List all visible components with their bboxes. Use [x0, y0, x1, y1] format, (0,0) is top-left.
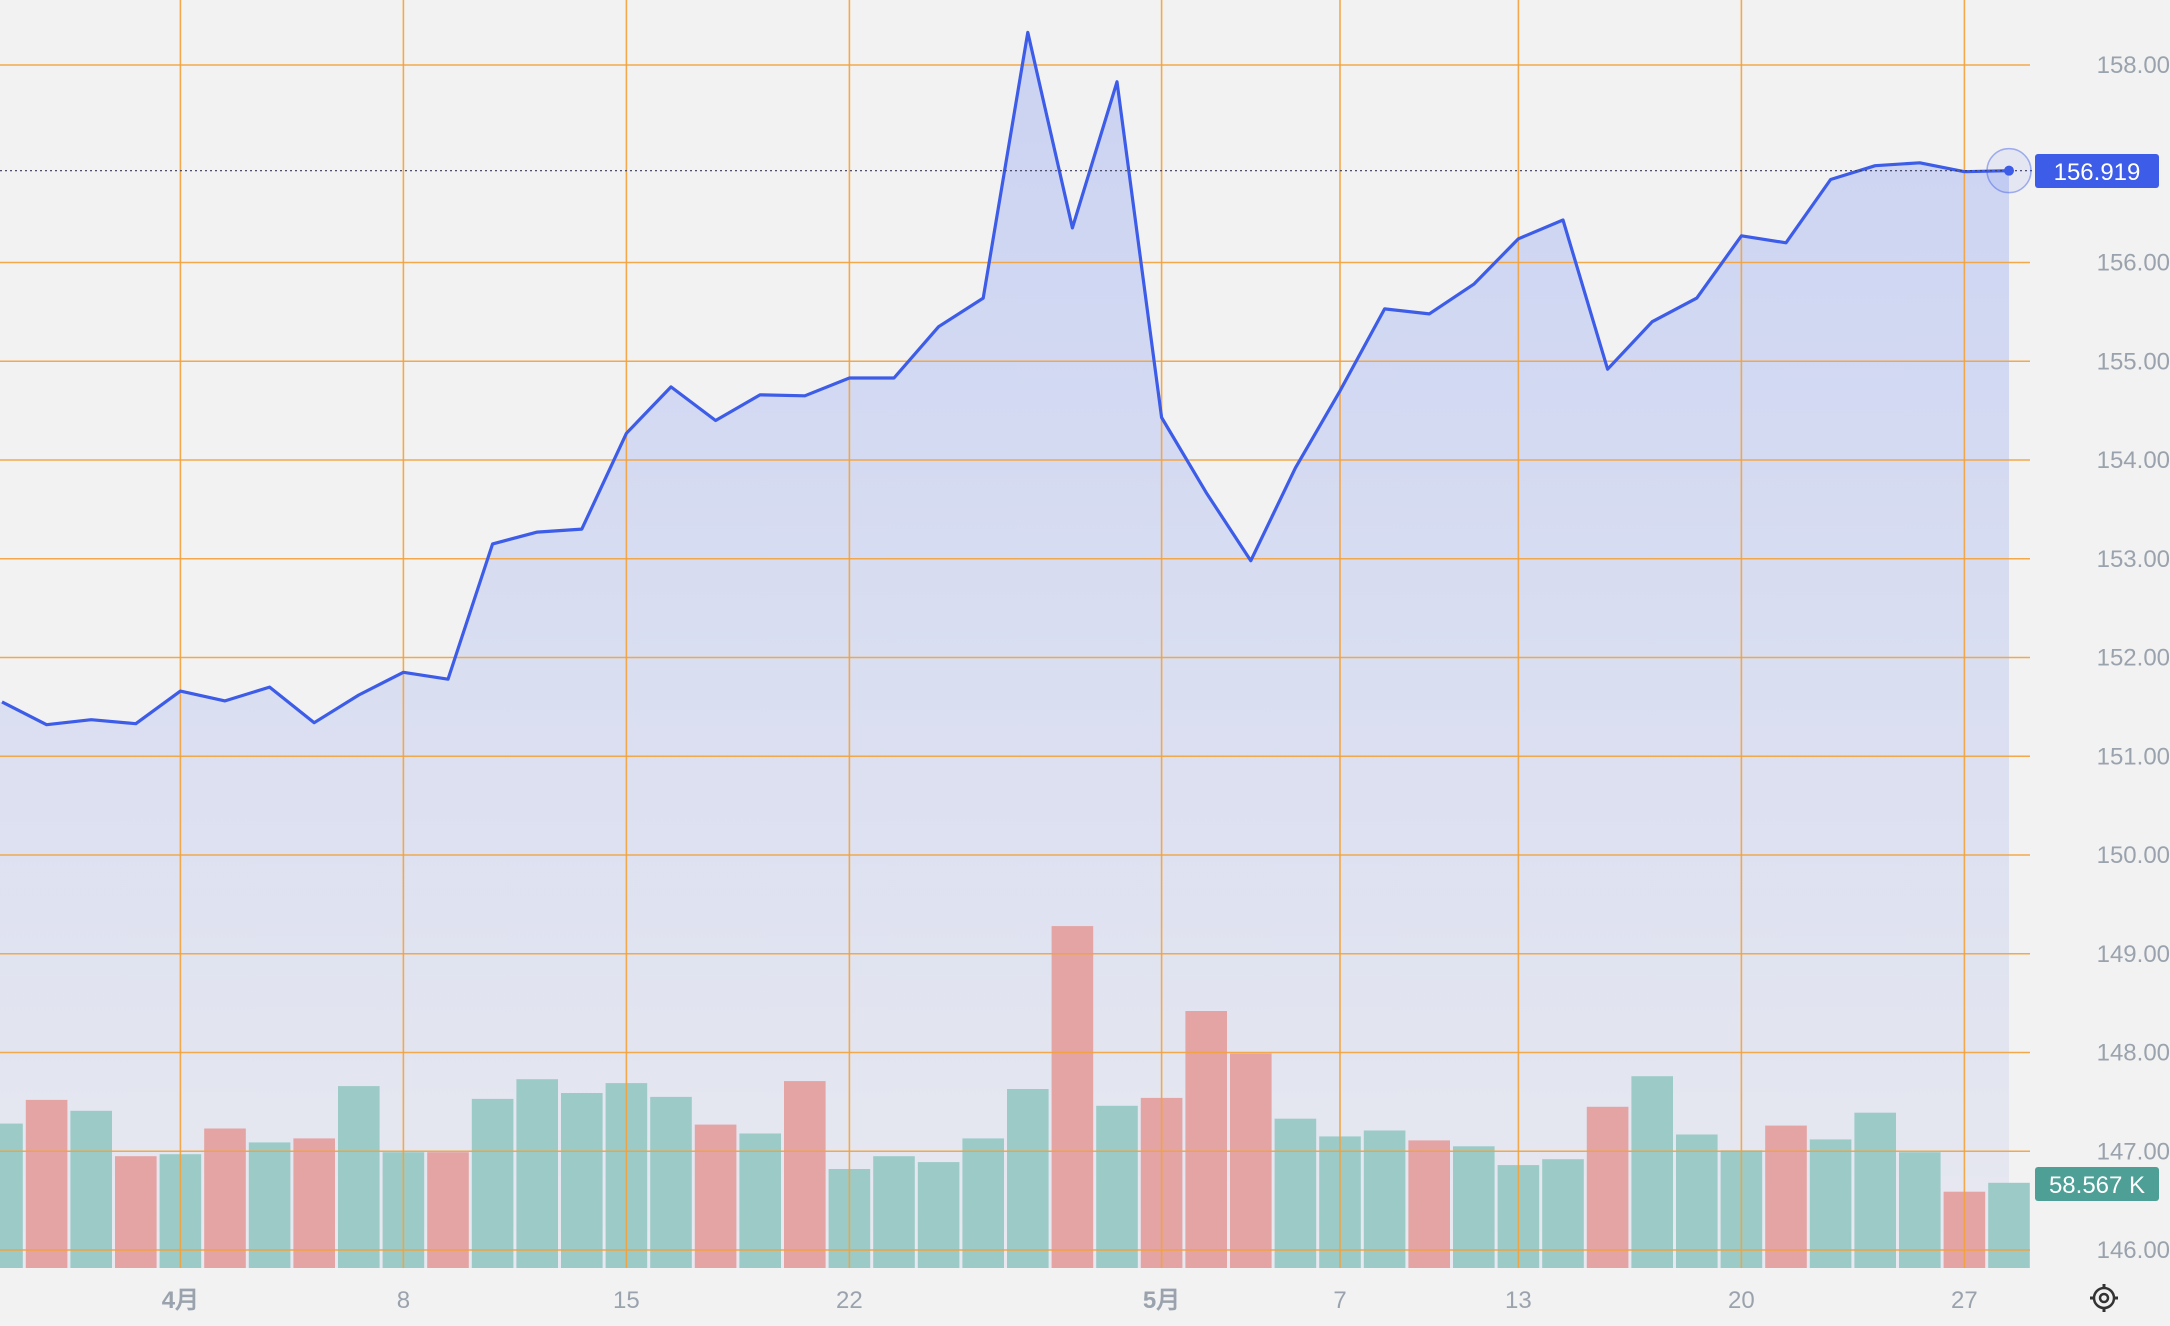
volume-bar: [1542, 1159, 1584, 1268]
volume-bar: [1230, 1053, 1272, 1268]
volume-bar: [917, 1162, 960, 1268]
volume-bar: [873, 1156, 915, 1268]
volume-bar: [1899, 1152, 1941, 1268]
time-tick-label: 15: [613, 1287, 640, 1314]
volume-bar: [1453, 1146, 1495, 1268]
time-axis: 4月 8 15 22 5月 7 13 20 27: [162, 1287, 1978, 1314]
time-tick-label: 27: [1951, 1287, 1978, 1314]
price-tick-label: 149.000: [2097, 941, 2170, 968]
volume-bar: [739, 1133, 781, 1268]
volume-bar: [561, 1093, 603, 1268]
volume-bar: [1363, 1130, 1406, 1268]
last-point-marker: [2004, 165, 2014, 176]
volume-bar: [338, 1086, 380, 1268]
volume-bar: [70, 1110, 112, 1268]
volume-bar: [1765, 1125, 1807, 1268]
volume-bar: [1051, 926, 1094, 1268]
volume-bar: [1631, 1076, 1673, 1268]
volume-bar: [516, 1079, 558, 1268]
price-tick-label: 156.000: [2097, 250, 2170, 277]
volume-bar: [1408, 1140, 1450, 1268]
volume-bar: [1096, 1105, 1138, 1268]
volume-badge-bg: [2035, 1167, 2159, 1201]
price-tick-label: 158.000: [2097, 52, 2170, 79]
time-tick-label: 22: [836, 1287, 863, 1314]
time-tick-label: 8: [397, 1287, 410, 1314]
volume-bar: [784, 1081, 826, 1268]
volume-bar: [1185, 1011, 1227, 1268]
volume-bar: [1988, 1182, 2030, 1268]
price-tick-label: 147.000: [2097, 1138, 2170, 1165]
last-volume-label: 58.567 K: [2049, 1172, 2145, 1199]
volume-bar: [293, 1138, 335, 1268]
price-tick-label: 146.000: [2097, 1237, 2170, 1264]
time-tick-label: 20: [1728, 1287, 1755, 1314]
price-tick-label: 150.000: [2097, 842, 2170, 869]
time-tick-label: 13: [1505, 1287, 1532, 1314]
volume-bar: [115, 1156, 157, 1268]
volume-bar: [471, 1098, 514, 1268]
price-area: [0, 32, 2009, 1268]
volume-bar: [248, 1142, 291, 1268]
volume-bar: [1274, 1118, 1317, 1268]
volume-bar: [1586, 1106, 1629, 1268]
price-tick-label: 155.000: [2097, 348, 2170, 375]
gear-icon[interactable]: [2090, 1284, 2118, 1312]
volume-bar: [1007, 1089, 1049, 1268]
volume-bar: [0, 1123, 23, 1268]
price-badge-bg: [2035, 154, 2159, 188]
volume-bar: [694, 1124, 737, 1268]
price-tick-label: 151.000: [2097, 743, 2170, 770]
price-tick-label: 148.000: [2097, 1040, 2170, 1067]
volume-bar: [1676, 1134, 1718, 1268]
price-axis: 158.000 156.000 155.000 154.000 153.000 152.0…: [2097, 52, 2170, 1264]
volume-bar: [204, 1128, 246, 1268]
last-price-label: 156.919: [2054, 159, 2141, 186]
price-line-layer: [0, 30, 2034, 727]
price-tick-label: 154.000: [2097, 447, 2170, 474]
volume-bar: [962, 1138, 1004, 1268]
price-area-layer: [0, 32, 2009, 1268]
price-line: [1, 30, 2010, 727]
volume-bar: [1809, 1139, 1852, 1268]
volume-bar: [25, 1099, 68, 1268]
time-tick-label: 4月: [162, 1287, 199, 1314]
time-tick-label: 5月: [1143, 1287, 1180, 1314]
grid-lines: [0, 0, 2030, 1268]
time-tick-label: 7: [1333, 1287, 1346, 1314]
price-tick-label: 153.000: [2097, 546, 2170, 573]
volume-bar: [427, 1152, 469, 1268]
price-tick-label: 152.000: [2097, 645, 2170, 672]
last-value-badges: 156.919 58.567 K: [2035, 154, 2159, 1201]
volume-bar: [650, 1096, 692, 1268]
volume-bar: [1854, 1112, 1896, 1268]
